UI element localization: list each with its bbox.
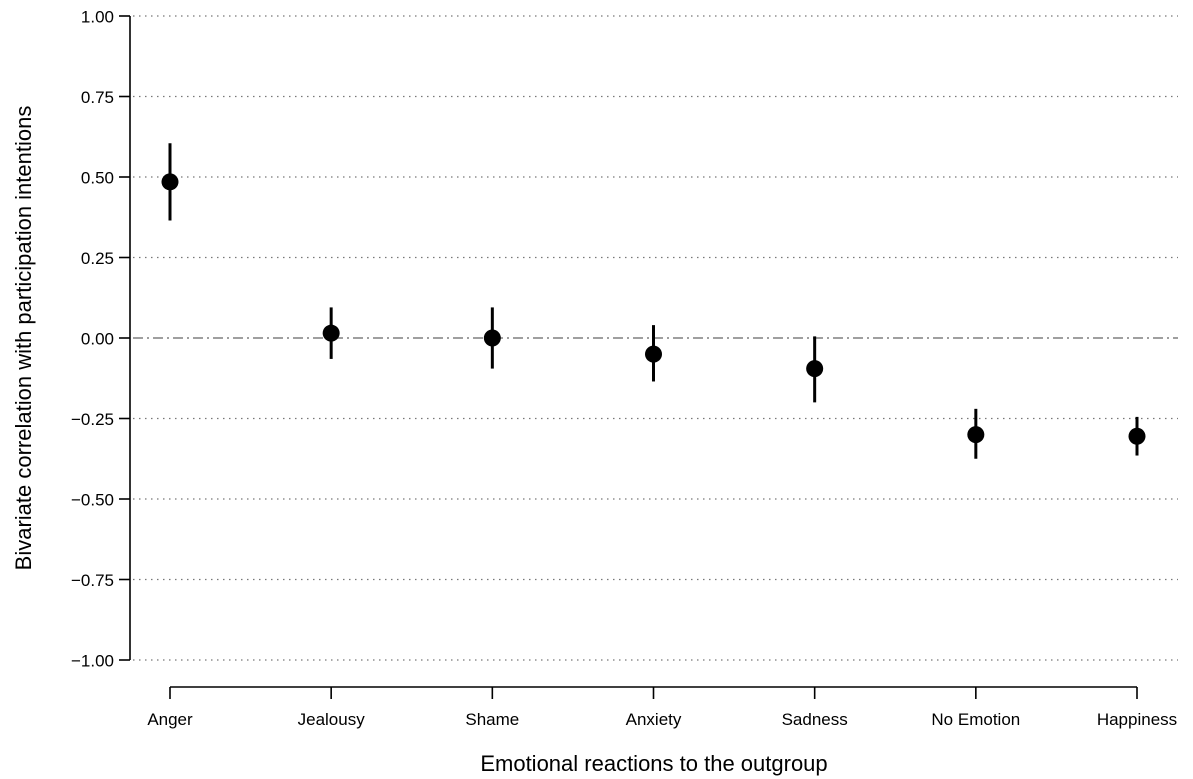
x-tick-label: Anger — [147, 710, 193, 729]
x-tick-label: No Emotion — [931, 710, 1020, 729]
y-tick-label: 0.75 — [81, 88, 114, 107]
x-tick-label: Jealousy — [298, 710, 366, 729]
data-point-anger — [161, 173, 179, 191]
data-point-happiness — [1128, 427, 1146, 445]
y-tick-label: −0.75 — [71, 571, 114, 590]
x-tick-label: Happiness — [1097, 710, 1177, 729]
data-point-shame — [483, 329, 501, 347]
x-tick-label: Sadness — [782, 710, 848, 729]
y-tick-label: −0.25 — [71, 410, 114, 429]
x-axis: Anger Jealousy Shame Anxiety Sadness No Emoti… — [147, 686, 1177, 729]
y-tick-label: 0.00 — [81, 330, 114, 349]
y-axis: 1.00 0.75 0.50 0.25 0.00 −0.25 −0.50 −0.75 −1.00 — [71, 8, 131, 671]
y-tick-label: −1.00 — [71, 652, 114, 671]
grid-lines — [133, 15, 1178, 661]
data-point-jealousy — [322, 324, 340, 342]
data-point-no-emotion — [967, 426, 985, 444]
y-tick-label: −0.50 — [71, 491, 114, 510]
y-tick-label: 0.25 — [81, 249, 114, 268]
data-point-sadness — [806, 360, 824, 378]
x-tick-label: Anxiety — [626, 710, 682, 729]
y-tick-label: 0.50 — [81, 169, 114, 188]
data-marks — [161, 143, 1146, 459]
y-tick-label: 1.00 — [81, 8, 114, 27]
x-axis-title: Emotional reactions to the outgroup — [480, 751, 827, 776]
data-point-anxiety — [645, 345, 662, 363]
y-axis-title: Bivariate correlation with participation… — [11, 106, 36, 571]
x-tick-label: Shame — [465, 710, 519, 729]
